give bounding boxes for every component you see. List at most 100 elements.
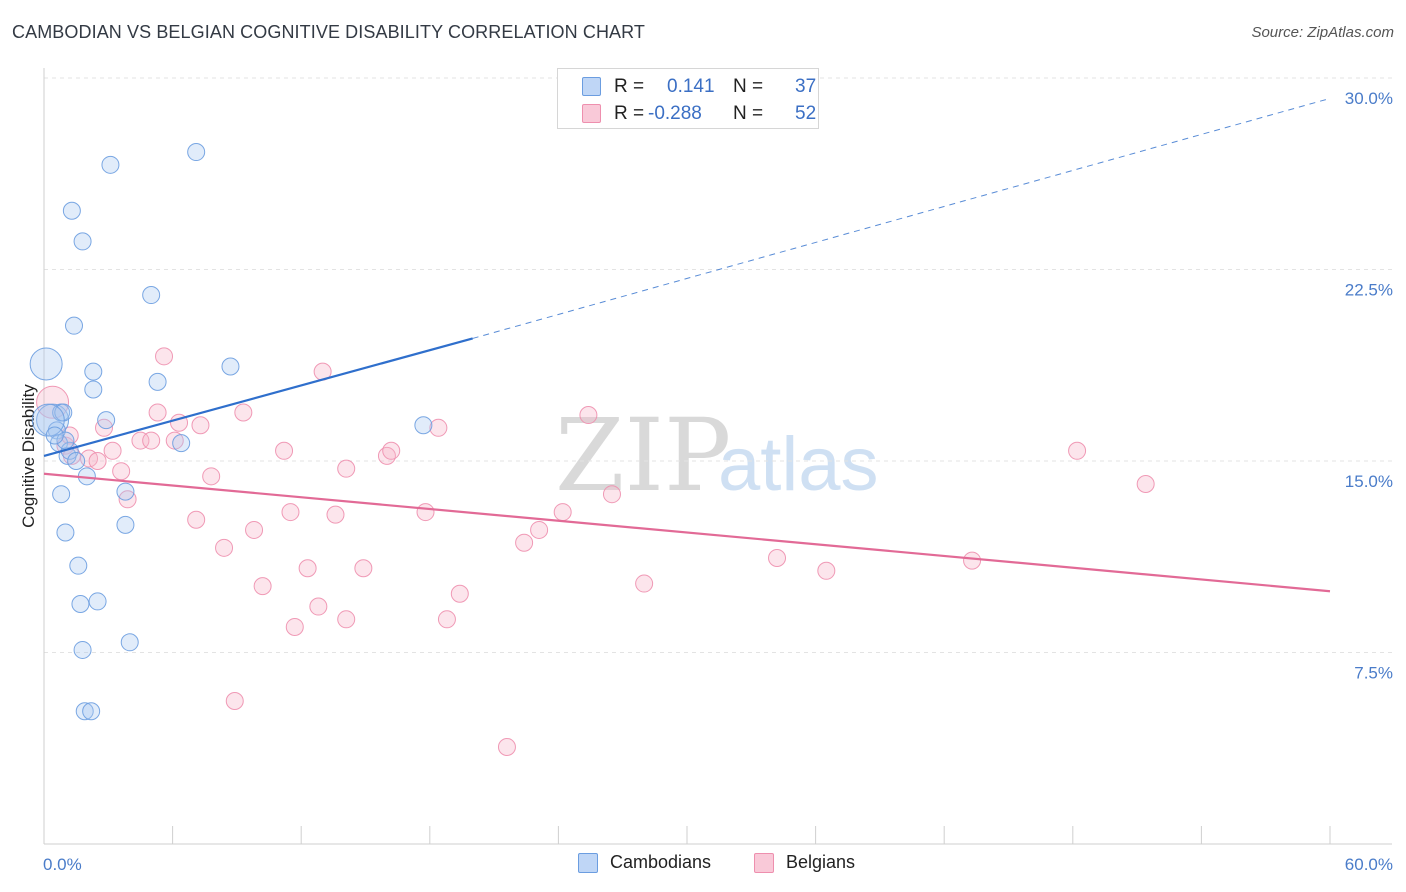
cambodians-point <box>120 633 139 652</box>
source-credit: Source: ZipAtlas.com <box>1251 24 1394 41</box>
belgians-point <box>225 692 244 711</box>
cambodians-trendline-extension <box>472 97 1331 339</box>
cambodians-trendline <box>43 337 473 457</box>
cambodians-point <box>414 416 433 435</box>
cambodians-point <box>221 357 240 376</box>
cambodians-point <box>82 702 101 721</box>
belgians-point <box>579 406 598 425</box>
cambodians-n-value: 37 <box>795 76 817 97</box>
cambodians-point <box>62 201 81 220</box>
legend-n-label: N = <box>733 76 764 97</box>
legend-r-label: R = <box>614 103 645 124</box>
belgians-point <box>131 431 150 450</box>
belgians-point <box>337 459 356 478</box>
cambodians-swatch <box>582 77 601 96</box>
belgians-point <box>768 549 787 568</box>
y-tick-label: 30.0% <box>1345 89 1393 108</box>
cambodians-point <box>172 434 191 453</box>
belgians-point <box>298 559 317 578</box>
belgians-point <box>450 584 469 603</box>
belgians-trendline <box>43 472 1331 593</box>
belgians-point <box>437 610 456 629</box>
belgians-point <box>142 431 161 450</box>
cambodians-point <box>31 403 65 437</box>
belgians-point <box>382 441 401 460</box>
cambodians-point <box>142 286 161 305</box>
belgians-point <box>281 503 300 522</box>
y-tick-label: 15.0% <box>1345 472 1393 491</box>
x-tick-labels: 0.0% 60.0% <box>43 855 1393 874</box>
belgians-point <box>337 610 356 629</box>
belgians-point <box>416 503 435 522</box>
belgians-r-value: -0.288 <box>648 103 702 124</box>
cambodians-point <box>67 452 86 470</box>
belgians-point <box>354 559 373 578</box>
watermark-zip: ZIP <box>555 397 731 514</box>
belgians-point <box>253 577 272 596</box>
axes <box>43 68 1392 845</box>
cambodians-point <box>84 362 103 381</box>
belgians-point <box>497 737 516 756</box>
belgians-point <box>187 510 206 529</box>
belgians-point <box>553 503 572 522</box>
belgians-point <box>1136 474 1155 493</box>
cambodians-legend-label: Cambodians <box>610 852 712 872</box>
cambodians-point <box>187 143 206 162</box>
belgians-point <box>326 505 345 524</box>
belgians-point <box>103 441 122 460</box>
belgians-point <box>245 520 264 539</box>
cambodians-point <box>116 482 135 501</box>
cambodians-points <box>29 143 433 721</box>
cambodians-point <box>36 403 70 437</box>
x-tick-label-max: 60.0% <box>1345 855 1393 874</box>
cambodians-point <box>148 372 167 391</box>
cambodians-point <box>97 411 116 430</box>
y-tick-label: 7.5% <box>1354 664 1393 683</box>
belgians-point <box>88 452 107 470</box>
cambodians-point <box>84 380 103 399</box>
belgians-point <box>118 490 137 509</box>
legend-r-label: R = <box>614 76 645 97</box>
belgians-point <box>191 416 210 435</box>
gridlines <box>44 77 1392 653</box>
belgians-point <box>602 485 621 504</box>
belgians-point <box>285 617 304 636</box>
belgians-point <box>429 418 448 437</box>
correlation-legend: R = 0.141 N = 37 R = -0.288 N = 52 <box>557 68 819 129</box>
y-tick-label: 22.5% <box>1345 281 1393 300</box>
belgians-point <box>817 561 836 580</box>
cambodians-point <box>75 702 94 721</box>
y-axis-label: Cognitive Disability <box>19 384 38 528</box>
watermark-atlas: atlas <box>718 422 879 507</box>
cambodians-point <box>52 485 71 504</box>
belgians-point <box>155 347 174 366</box>
cambodians-point <box>88 592 107 611</box>
belgians-point <box>234 403 253 422</box>
cambodians-legend-swatch <box>578 853 598 873</box>
belgians-point <box>309 597 328 616</box>
cambodians-point <box>73 640 92 659</box>
belgians-point <box>148 403 167 422</box>
cambodians-point <box>69 556 88 575</box>
chart-title: CAMBODIAN VS BELGIAN COGNITIVE DISABILIT… <box>12 22 646 42</box>
x-tick-label-min: 0.0% <box>43 855 82 874</box>
cambodians-point <box>65 316 84 335</box>
belgians-point <box>635 574 654 593</box>
belgians-point <box>275 441 294 460</box>
legend-n-label: N = <box>733 103 764 124</box>
belgians-legend-label: Belgians <box>786 852 856 872</box>
belgians-point <box>202 467 221 486</box>
cambodians-point <box>45 426 64 445</box>
belgians-point <box>215 538 234 557</box>
belgians-point <box>515 533 534 552</box>
belgians-point <box>963 551 982 570</box>
cambodians-point <box>73 232 92 251</box>
cambodians-point <box>56 523 75 542</box>
cambodians-r-value: 0.141 <box>667 76 715 97</box>
watermark: ZIP atlas <box>555 397 879 514</box>
cambodians-point <box>116 515 135 534</box>
belgians-point <box>530 520 549 539</box>
cambodians-point <box>29 347 63 381</box>
belgians-point <box>95 418 114 437</box>
